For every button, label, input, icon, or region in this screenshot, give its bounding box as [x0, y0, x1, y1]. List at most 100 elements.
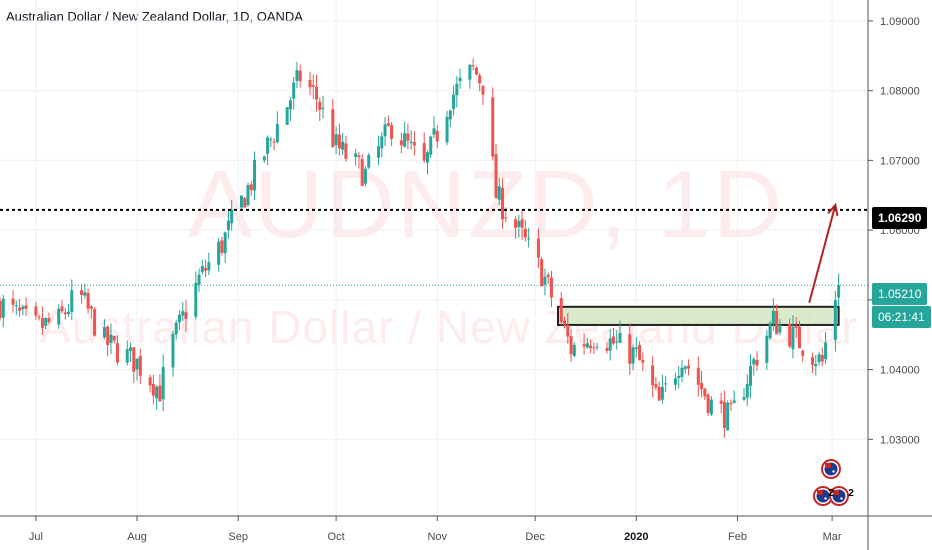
time-tick-label: Mar	[823, 531, 842, 543]
time-tick-label: Dec	[525, 531, 545, 543]
bearish-candle	[337, 134, 341, 149]
bearish-candle	[638, 345, 642, 361]
bullish-candle	[824, 342, 828, 360]
bearish-candle	[592, 347, 596, 349]
bar-countdown-label: 06:21:41	[872, 306, 931, 328]
zone-rectangle[interactable]	[557, 305, 840, 326]
event-flag-icon[interactable]	[813, 486, 833, 506]
bullish-candle	[161, 367, 165, 400]
bearish-candle	[47, 317, 51, 322]
bullish-candle	[752, 359, 756, 365]
bullish-candle	[814, 364, 818, 367]
bearish-candle	[412, 142, 416, 146]
bearish-candle	[308, 79, 312, 88]
bullish-candle	[432, 128, 436, 135]
bearish-candle	[494, 154, 498, 199]
bearish-candle	[298, 70, 302, 82]
projection-arrow[interactable]	[808, 202, 839, 303]
bullish-candle	[458, 77, 462, 82]
bearish-candle	[605, 348, 609, 352]
price-tick-label: 1.08000	[880, 86, 920, 98]
bearish-candle	[700, 382, 704, 390]
bearish-candle	[357, 155, 361, 158]
bearish-candle	[474, 67, 478, 75]
bullish-candle	[67, 311, 71, 315]
bullish-candle	[664, 383, 668, 385]
bullish-candle	[334, 134, 338, 146]
arrow-shaft[interactable]	[808, 204, 837, 303]
bearish-candle	[719, 400, 723, 404]
bullish-candle	[425, 152, 429, 163]
bearish-candle	[80, 290, 84, 296]
bullish-candle	[363, 168, 367, 184]
bearish-candle	[386, 123, 390, 126]
bullish-candle	[765, 335, 769, 363]
arrow-head[interactable]	[827, 202, 839, 216]
price-scale[interactable]: 1.090001.080001.070001.060001.050001.040…	[868, 16, 920, 446]
bearish-candle	[703, 388, 707, 397]
bullish-candle	[275, 123, 279, 143]
bullish-candle	[383, 124, 387, 137]
bearish-candle	[569, 336, 573, 355]
bullish-candle	[57, 308, 61, 325]
target-price-label: 1.06290	[872, 207, 928, 229]
bullish-candle	[269, 139, 273, 141]
flag-canton	[817, 490, 823, 495]
bullish-candle	[726, 402, 730, 431]
bullish-candle	[217, 241, 221, 265]
event-flag-icon[interactable]	[821, 459, 841, 479]
bearish-candle	[563, 320, 567, 326]
bearish-candle	[249, 184, 253, 191]
grid-lines	[0, 0, 868, 516]
bearish-candle	[520, 219, 524, 228]
bullish-candle	[321, 107, 325, 109]
bullish-candle	[448, 110, 452, 120]
bearish-candle	[628, 334, 632, 364]
bearish-candle	[86, 293, 90, 309]
bearish-candle	[18, 307, 22, 311]
support-zone[interactable]	[557, 305, 840, 326]
bullish-candle	[70, 290, 74, 312]
bearish-candle	[523, 228, 527, 238]
bullish-candle	[683, 366, 687, 369]
bearish-candle	[589, 345, 593, 349]
bullish-candle	[207, 262, 211, 271]
bullish-candle	[429, 136, 433, 155]
event-count-badge: 2	[828, 488, 834, 499]
symbol-watermark: AUDNZD, 1D	[188, 151, 785, 258]
bearish-candle	[311, 85, 315, 87]
bearish-candle	[331, 109, 335, 147]
bearish-candle	[184, 312, 188, 320]
bearish-candle	[696, 367, 700, 385]
bullish-candle	[585, 343, 589, 348]
bullish-candle	[673, 378, 677, 385]
bullish-candle	[468, 64, 472, 80]
bearish-candle	[641, 360, 645, 363]
bullish-candle	[181, 311, 185, 316]
bearish-candle	[582, 344, 586, 347]
bearish-candle	[651, 365, 655, 386]
bearish-candle	[478, 75, 482, 84]
bullish-candle	[21, 306, 25, 310]
bullish-candle	[403, 133, 407, 147]
event-count-badge: 2	[848, 488, 854, 499]
bearish-candle	[106, 326, 110, 346]
bullish-candle	[631, 347, 635, 364]
bullish-candle	[239, 195, 243, 208]
flag-star	[824, 497, 827, 500]
bullish-candle	[660, 386, 664, 400]
bullish-candle	[837, 285, 841, 298]
time-scale[interactable]: Jul Aug Sep Oct Nov Dec 2020 Feb Mar	[29, 516, 842, 543]
bullish-candle	[171, 333, 175, 368]
bullish-candle	[615, 341, 619, 343]
bullish-candle	[749, 365, 753, 386]
time-tick-label: Jul	[29, 531, 43, 543]
bearish-candle	[471, 65, 475, 67]
bullish-candle	[246, 185, 250, 206]
event-flag-icon[interactable]	[829, 486, 849, 506]
bullish-candle	[527, 238, 531, 240]
